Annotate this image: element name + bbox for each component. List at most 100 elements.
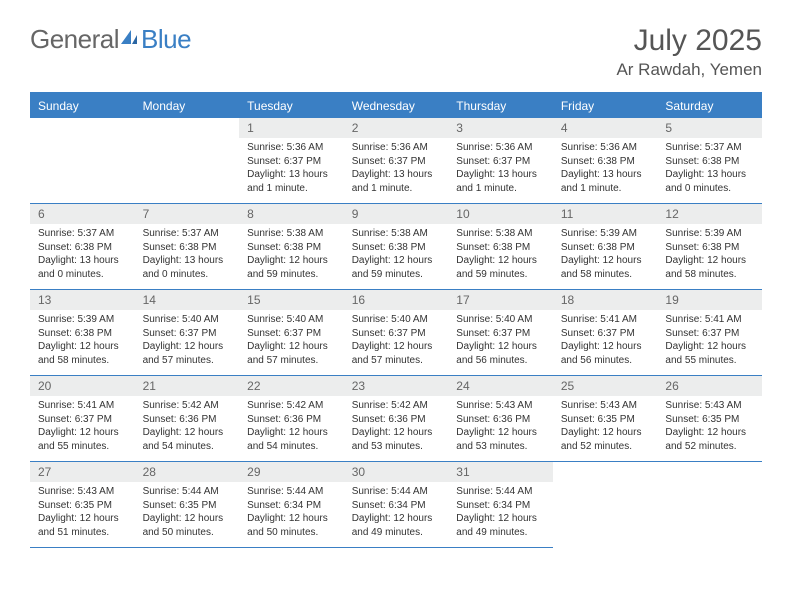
sunset-line: Sunset: 6:37 PM xyxy=(561,327,650,341)
sunrise-line: Sunrise: 5:42 AM xyxy=(143,399,232,413)
sunrise-line: Sunrise: 5:40 AM xyxy=(352,313,441,327)
day-number: 27 xyxy=(30,462,135,482)
sunrise-line: Sunrise: 5:44 AM xyxy=(247,485,336,499)
day-number: 31 xyxy=(448,462,553,482)
day-number: 14 xyxy=(135,290,240,310)
sunset-line: Sunset: 6:37 PM xyxy=(352,155,441,169)
day-number: 25 xyxy=(553,376,658,396)
daylight-line: Daylight: 12 hours and 49 minutes. xyxy=(456,512,545,539)
day-cell: 25Sunrise: 5:43 AMSunset: 6:35 PMDayligh… xyxy=(553,376,658,462)
day-cell: 16Sunrise: 5:40 AMSunset: 6:37 PMDayligh… xyxy=(344,290,449,376)
sunrise-line: Sunrise: 5:39 AM xyxy=(665,227,754,241)
day-number: 5 xyxy=(657,118,762,138)
day-info: Sunrise: 5:43 AMSunset: 6:35 PMDaylight:… xyxy=(30,482,135,545)
sunrise-line: Sunrise: 5:43 AM xyxy=(561,399,650,413)
daylight-line: Daylight: 13 hours and 0 minutes. xyxy=(38,254,127,281)
daylight-line: Daylight: 12 hours and 54 minutes. xyxy=(143,426,232,453)
sunrise-line: Sunrise: 5:37 AM xyxy=(38,227,127,241)
sunset-line: Sunset: 6:38 PM xyxy=(247,241,336,255)
sunset-line: Sunset: 6:36 PM xyxy=(352,413,441,427)
sunrise-line: Sunrise: 5:42 AM xyxy=(247,399,336,413)
day-info: Sunrise: 5:37 AMSunset: 6:38 PMDaylight:… xyxy=(30,224,135,287)
daylight-line: Daylight: 13 hours and 0 minutes. xyxy=(665,168,754,195)
day-number: 26 xyxy=(657,376,762,396)
sunset-line: Sunset: 6:37 PM xyxy=(665,327,754,341)
daylight-line: Daylight: 12 hours and 58 minutes. xyxy=(38,340,127,367)
day-info: Sunrise: 5:44 AMSunset: 6:34 PMDaylight:… xyxy=(448,482,553,545)
day-info: Sunrise: 5:36 AMSunset: 6:37 PMDaylight:… xyxy=(344,138,449,201)
day-number: 20 xyxy=(30,376,135,396)
sunset-line: Sunset: 6:37 PM xyxy=(143,327,232,341)
sunrise-line: Sunrise: 5:43 AM xyxy=(38,485,127,499)
calendar-body: 1Sunrise: 5:36 AMSunset: 6:37 PMDaylight… xyxy=(30,118,762,548)
day-number: 29 xyxy=(239,462,344,482)
day-cell: 10Sunrise: 5:38 AMSunset: 6:38 PMDayligh… xyxy=(448,204,553,290)
daylight-line: Daylight: 13 hours and 1 minute. xyxy=(247,168,336,195)
daylight-line: Daylight: 12 hours and 57 minutes. xyxy=(143,340,232,367)
sunset-line: Sunset: 6:35 PM xyxy=(665,413,754,427)
page-title: July 2025 xyxy=(616,24,762,58)
sunrise-line: Sunrise: 5:39 AM xyxy=(38,313,127,327)
day-cell: 19Sunrise: 5:41 AMSunset: 6:37 PMDayligh… xyxy=(657,290,762,376)
dayname-header: Saturday xyxy=(657,94,762,118)
logo-text-2: Blue xyxy=(141,24,191,55)
day-info: Sunrise: 5:40 AMSunset: 6:37 PMDaylight:… xyxy=(135,310,240,373)
day-number: 11 xyxy=(553,204,658,224)
daylight-line: Daylight: 13 hours and 0 minutes. xyxy=(143,254,232,281)
day-info: Sunrise: 5:43 AMSunset: 6:35 PMDaylight:… xyxy=(553,396,658,459)
day-info: Sunrise: 5:40 AMSunset: 6:37 PMDaylight:… xyxy=(239,310,344,373)
daylight-line: Daylight: 12 hours and 56 minutes. xyxy=(456,340,545,367)
day-info: Sunrise: 5:42 AMSunset: 6:36 PMDaylight:… xyxy=(135,396,240,459)
day-number: 21 xyxy=(135,376,240,396)
sunset-line: Sunset: 6:38 PM xyxy=(352,241,441,255)
day-cell: 21Sunrise: 5:42 AMSunset: 6:36 PMDayligh… xyxy=(135,376,240,462)
dayname-header: Sunday xyxy=(30,94,135,118)
day-cell: 18Sunrise: 5:41 AMSunset: 6:37 PMDayligh… xyxy=(553,290,658,376)
sunset-line: Sunset: 6:36 PM xyxy=(456,413,545,427)
daylight-line: Daylight: 12 hours and 50 minutes. xyxy=(247,512,336,539)
sunrise-line: Sunrise: 5:36 AM xyxy=(247,141,336,155)
day-number: 9 xyxy=(344,204,449,224)
day-info: Sunrise: 5:44 AMSunset: 6:34 PMDaylight:… xyxy=(239,482,344,545)
day-cell: 14Sunrise: 5:40 AMSunset: 6:37 PMDayligh… xyxy=(135,290,240,376)
sunset-line: Sunset: 6:38 PM xyxy=(561,241,650,255)
sunrise-line: Sunrise: 5:38 AM xyxy=(247,227,336,241)
daylight-line: Daylight: 12 hours and 55 minutes. xyxy=(38,426,127,453)
daylight-line: Daylight: 12 hours and 58 minutes. xyxy=(561,254,650,281)
day-number: 16 xyxy=(344,290,449,310)
sunrise-line: Sunrise: 5:40 AM xyxy=(143,313,232,327)
daylight-line: Daylight: 12 hours and 50 minutes. xyxy=(143,512,232,539)
sunrise-line: Sunrise: 5:40 AM xyxy=(456,313,545,327)
dayname-header: Friday xyxy=(553,94,658,118)
day-info: Sunrise: 5:41 AMSunset: 6:37 PMDaylight:… xyxy=(30,396,135,459)
header: General Blue July 2025 Ar Rawdah, Yemen xyxy=(30,24,762,80)
day-number: 6 xyxy=(30,204,135,224)
daylight-line: Daylight: 12 hours and 49 minutes. xyxy=(352,512,441,539)
calendar: SundayMondayTuesdayWednesdayThursdayFrid… xyxy=(30,92,762,548)
empty-cell xyxy=(30,118,135,204)
day-cell: 29Sunrise: 5:44 AMSunset: 6:34 PMDayligh… xyxy=(239,462,344,548)
sunrise-line: Sunrise: 5:37 AM xyxy=(665,141,754,155)
day-info: Sunrise: 5:38 AMSunset: 6:38 PMDaylight:… xyxy=(239,224,344,287)
sunset-line: Sunset: 6:35 PM xyxy=(143,499,232,513)
title-block: July 2025 Ar Rawdah, Yemen xyxy=(616,24,762,80)
day-info: Sunrise: 5:38 AMSunset: 6:38 PMDaylight:… xyxy=(344,224,449,287)
sunrise-line: Sunrise: 5:44 AM xyxy=(143,485,232,499)
day-number: 24 xyxy=(448,376,553,396)
day-info: Sunrise: 5:37 AMSunset: 6:38 PMDaylight:… xyxy=(135,224,240,287)
day-cell: 26Sunrise: 5:43 AMSunset: 6:35 PMDayligh… xyxy=(657,376,762,462)
dayname-header: Thursday xyxy=(448,94,553,118)
sunset-line: Sunset: 6:37 PM xyxy=(456,155,545,169)
daylight-line: Daylight: 12 hours and 52 minutes. xyxy=(665,426,754,453)
day-cell: 15Sunrise: 5:40 AMSunset: 6:37 PMDayligh… xyxy=(239,290,344,376)
day-info: Sunrise: 5:39 AMSunset: 6:38 PMDaylight:… xyxy=(657,224,762,287)
empty-cell xyxy=(135,118,240,204)
sunset-line: Sunset: 6:37 PM xyxy=(247,327,336,341)
day-cell: 3Sunrise: 5:36 AMSunset: 6:37 PMDaylight… xyxy=(448,118,553,204)
day-number: 28 xyxy=(135,462,240,482)
sunrise-line: Sunrise: 5:36 AM xyxy=(456,141,545,155)
day-number: 7 xyxy=(135,204,240,224)
day-info: Sunrise: 5:36 AMSunset: 6:37 PMDaylight:… xyxy=(448,138,553,201)
daylight-line: Daylight: 12 hours and 59 minutes. xyxy=(247,254,336,281)
day-cell: 5Sunrise: 5:37 AMSunset: 6:38 PMDaylight… xyxy=(657,118,762,204)
